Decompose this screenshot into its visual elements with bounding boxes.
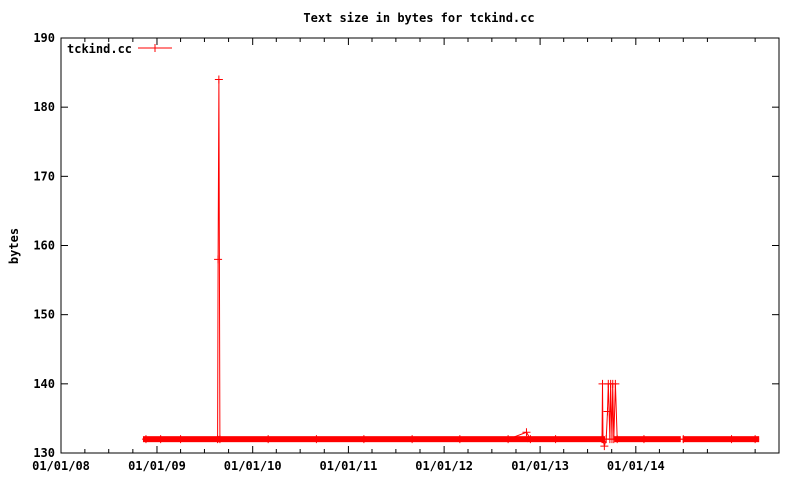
legend-marker [151,44,159,52]
data-point [408,435,417,444]
x-tick-label: 01/01/14 [607,459,665,473]
x-tick-label: 01/01/11 [320,459,378,473]
y-tick-label: 150 [33,308,55,322]
data-point [504,435,513,444]
data-point [312,435,321,444]
data-point [600,442,609,451]
data-point [751,435,760,444]
plot-frame [60,37,780,454]
series-line [146,79,756,447]
y-tick-label: 140 [33,377,55,391]
data-point [455,435,464,444]
dense-marker-run [527,436,605,443]
data-point [551,435,560,444]
y-tick-label: 130 [33,446,55,460]
data-point [264,435,273,444]
y-tick-label: 160 [33,239,55,253]
legend: tckind.cc [67,42,172,56]
chart-title: Text size in bytes for tckind.cc [303,11,534,25]
data-point [639,435,648,444]
y-tick-label: 190 [33,31,55,45]
dense-marker-run [682,436,760,443]
data-point [522,428,531,437]
y-axis-ticks: 130 140 150 160 170 180 190 [33,31,779,460]
data-point [359,435,368,444]
data-point [611,379,620,388]
y-tick-label: 170 [33,169,55,183]
data-point [603,407,612,416]
series-layer [141,75,760,451]
data-point [526,435,535,444]
data-point [141,435,150,444]
data-point [215,435,224,444]
data-point [156,435,165,444]
data-point [613,435,622,444]
data-point [679,435,688,444]
data-point [727,435,736,444]
x-tick-label: 01/01/08 [32,459,90,473]
data-point [214,255,223,264]
y-axis-label: bytes [7,228,21,264]
legend-entry-label: tckind.cc [67,42,132,56]
x-axis-ticks: 01/01/08 01/01/09 01/01/10 01/01/11 01/01/12… [32,38,780,473]
x-tick-label: 01/01/10 [224,459,282,473]
x-tick-label: 01/01/13 [511,459,569,473]
y-tick-label: 180 [33,100,55,114]
data-point [176,435,185,444]
data-point [214,75,223,84]
dense-marker-run [216,436,529,443]
x-tick-label: 01/01/12 [415,459,473,473]
x-tick-label: 01/01/09 [128,459,186,473]
